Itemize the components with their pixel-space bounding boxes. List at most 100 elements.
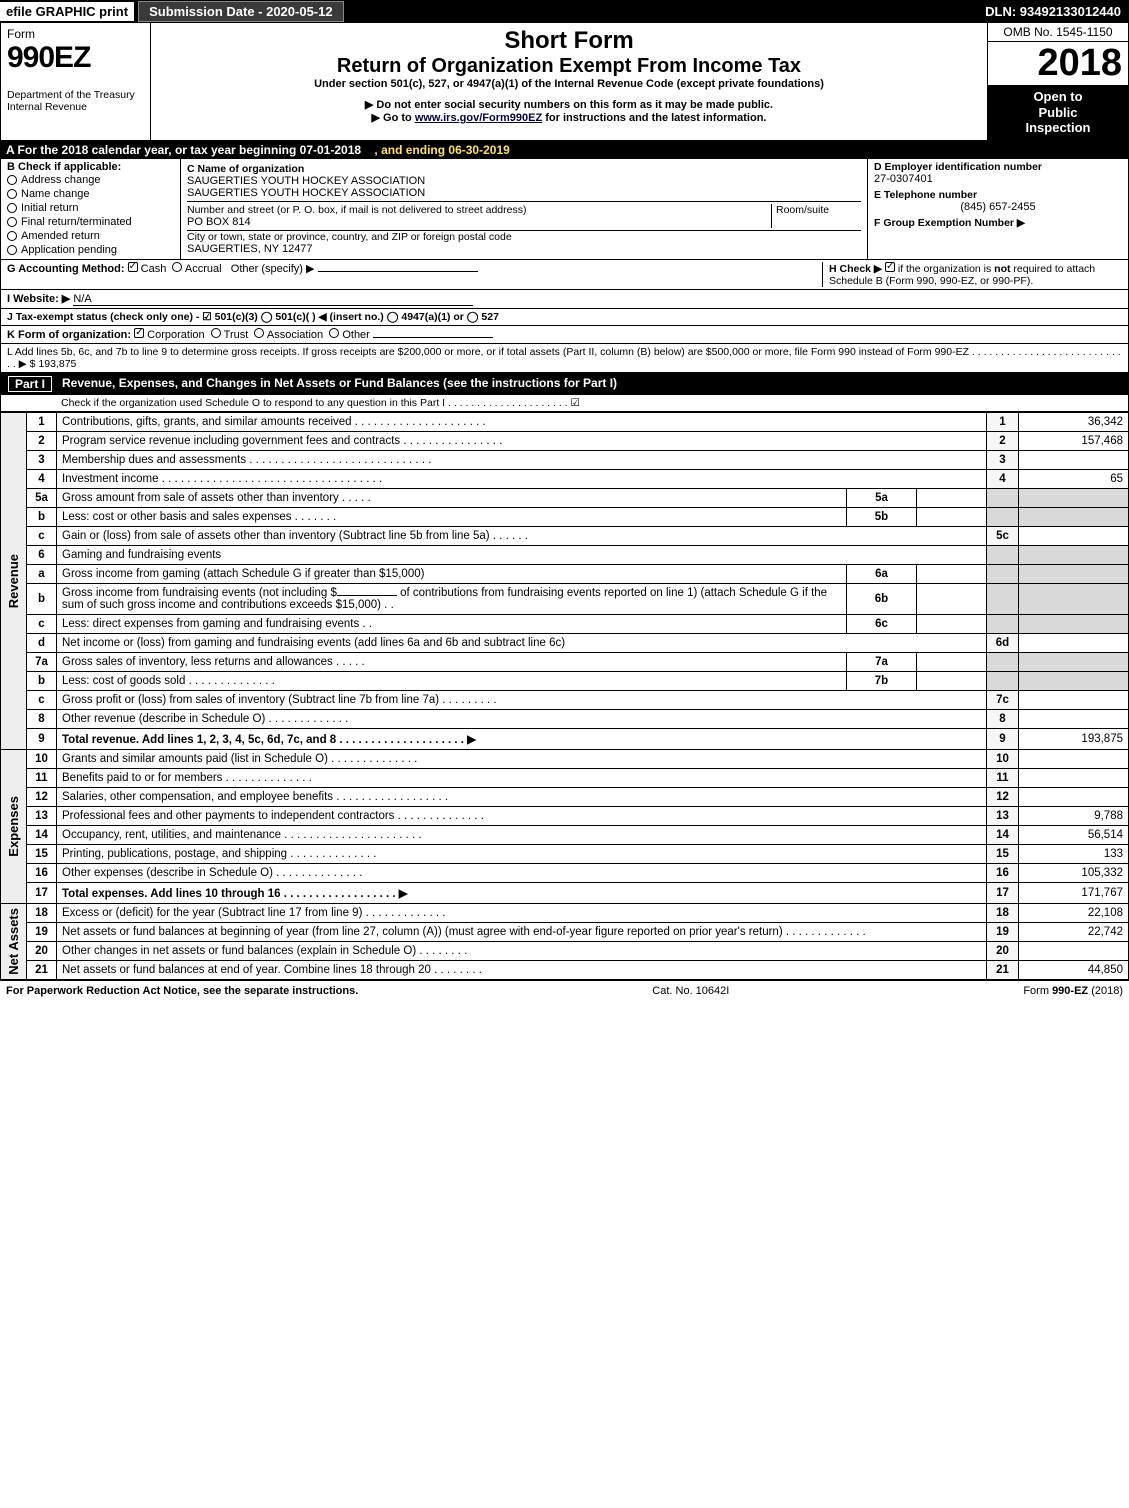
cb-cash[interactable]	[128, 262, 138, 272]
cb-amended-return[interactable]: Amended return	[7, 229, 174, 243]
table-row: cGross profit or (loss) from sales of in…	[1, 690, 1129, 709]
sidecat-revenue: Revenue	[1, 412, 27, 749]
table-row: 12Salaries, other compensation, and empl…	[1, 787, 1129, 806]
website-value: N/A	[73, 293, 473, 306]
line-text: Contributions, gifts, grants, and simila…	[57, 412, 987, 431]
ssn-warning: ▶ Do not enter social security numbers o…	[157, 98, 981, 111]
cb-other-org[interactable]	[329, 328, 339, 338]
table-row: aGross income from gaming (attach Schedu…	[1, 564, 1129, 583]
irs-link[interactable]: www.irs.gov/Form990EZ	[415, 112, 542, 124]
org-name-2: SAUGERTIES YOUTH HOCKEY ASSOCIATION	[187, 187, 861, 199]
table-row: 4Investment income . . . . . . . . . . .…	[1, 469, 1129, 488]
period-begin: A For the 2018 calendar year, or tax yea…	[6, 143, 361, 157]
other-specify: Other (specify) ▶	[231, 263, 315, 275]
cb-label: Application pending	[21, 244, 117, 256]
table-row: 2Program service revenue including gover…	[1, 431, 1129, 450]
cb-initial-return[interactable]: Initial return	[7, 201, 174, 215]
city-value: SAUGERTIES, NY 12477	[187, 243, 861, 255]
table-row: 8Other revenue (describe in Schedule O) …	[1, 709, 1129, 728]
table-row: bLess: cost of goods sold . . . . . . . …	[1, 671, 1129, 690]
group-exemption-label: F Group Exemption Number ▶	[874, 217, 1122, 229]
open-1: Open to	[992, 89, 1124, 105]
entity-info: B Check if applicable: Address change Na…	[0, 159, 1129, 260]
sidecat-expenses: Expenses	[1, 749, 27, 903]
table-row: 3Membership dues and assessments . . . .…	[1, 450, 1129, 469]
table-row: 20Other changes in net assets or fund ba…	[1, 941, 1129, 960]
part-1-table: Revenue 1 Contributions, gifts, grants, …	[0, 412, 1129, 980]
section-d-e-f: D Employer identification number 27-0307…	[868, 159, 1128, 259]
goto-post: for instructions and the latest informat…	[545, 112, 766, 124]
cb-accrual[interactable]	[172, 262, 182, 272]
city-label: City or town, state or province, country…	[187, 231, 861, 243]
under-section: Under section 501(c), 527, or 4947(a)(1)…	[157, 78, 981, 90]
section-c: C Name of organization SAUGERTIES YOUTH …	[181, 159, 868, 259]
table-row: 11Benefits paid to or for members . . . …	[1, 768, 1129, 787]
cb-address-change[interactable]: Address change	[7, 173, 174, 187]
cb-final-return[interactable]: Final return/terminated	[7, 215, 174, 229]
table-row: Expenses 10Grants and similar amounts pa…	[1, 749, 1129, 768]
short-form-title: Short Form	[157, 27, 981, 55]
cb-corporation[interactable]	[134, 328, 144, 338]
table-row: 15Printing, publications, postage, and s…	[1, 844, 1129, 863]
sidecat-net-assets: Net Assets	[1, 903, 27, 979]
part-1-check-line: Check if the organization used Schedule …	[0, 395, 1129, 412]
goto-line: ▶ Go to www.irs.gov/Form990EZ for instru…	[157, 111, 981, 124]
form-header: Form 990EZ Department of the Treasury In…	[0, 22, 1129, 141]
table-row: 17Total expenses. Add lines 10 through 1…	[1, 882, 1129, 903]
table-row: bLess: cost or other basis and sales exp…	[1, 507, 1129, 526]
row-form-of-org: K Form of organization: Corporation Trus…	[0, 326, 1129, 344]
cash-label: Cash	[141, 263, 167, 275]
row-tax-exempt-status: J Tax-exempt status (check only one) - ☑…	[0, 309, 1129, 326]
table-row: 16Other expenses (describe in Schedule O…	[1, 863, 1129, 882]
ein-value: 27-0307401	[874, 173, 1122, 185]
part-title: Revenue, Expenses, and Changes in Net As…	[62, 376, 617, 392]
ein-label: D Employer identification number	[874, 161, 1122, 173]
table-row: 7aGross sales of inventory, less returns…	[1, 652, 1129, 671]
cb-label: Final return/terminated	[21, 216, 132, 228]
cb-label: Address change	[21, 174, 101, 186]
irs-label: Internal Revenue	[7, 101, 144, 113]
table-row: 5aGross amount from sale of assets other…	[1, 488, 1129, 507]
other-org-label: Other	[342, 329, 370, 341]
period-end: , and ending 06-30-2019	[374, 143, 509, 157]
org-name-label: C Name of organization	[187, 163, 861, 175]
form-word: Form	[7, 27, 144, 41]
accrual-label: Accrual	[185, 263, 222, 275]
dept-label: Department of the Treasury	[7, 89, 144, 101]
street-label: Number and street (or P. O. box, if mail…	[187, 204, 771, 216]
cb-application-pending[interactable]: Application pending	[7, 243, 174, 257]
footer-form: Form 990-EZ (2018)	[1023, 985, 1123, 997]
top-bar: efile GRAPHIC print Submission Date - 20…	[0, 0, 1129, 22]
check-line-text: Check if the organization used Schedule …	[61, 397, 580, 409]
cb-name-change[interactable]: Name change	[7, 187, 174, 201]
cb-trust[interactable]	[211, 328, 221, 338]
table-row: Net Assets 18Excess or (deficit) for the…	[1, 903, 1129, 922]
footer-cat-no: Cat. No. 10642I	[652, 985, 729, 997]
open-inspection-box: Open to Public Inspection	[988, 85, 1128, 140]
row-g-h: G Accounting Method: Cash Accrual Other …	[0, 260, 1129, 290]
table-row: 6Gaming and fundraising events	[1, 545, 1129, 564]
table-row: dNet income or (loss) from gaming and fu…	[1, 633, 1129, 652]
omb-number: OMB No. 1545-1150	[988, 23, 1128, 42]
part-1-header: Part I Revenue, Expenses, and Changes in…	[0, 373, 1129, 395]
footer-left: For Paperwork Reduction Act Notice, see …	[6, 985, 358, 997]
submission-date-label: Submission Date - 2020-05-12	[138, 1, 344, 22]
return-title: Return of Organization Exempt From Incom…	[157, 55, 981, 78]
form-number: 990EZ	[7, 41, 144, 75]
telephone-label: E Telephone number	[874, 189, 1122, 201]
efile-print-label[interactable]: efile GRAPHIC print	[0, 2, 134, 21]
form-id-cell: Form 990EZ Department of the Treasury In…	[1, 23, 151, 140]
cb-sched-b-not-required[interactable]	[885, 262, 895, 272]
tax-exempt-status: J Tax-exempt status (check only one) - ☑…	[7, 311, 499, 323]
line-ref: 1	[987, 412, 1019, 431]
cb-label: Amended return	[21, 230, 100, 242]
room-label: Room/suite	[771, 204, 861, 228]
cb-label: Initial return	[21, 202, 78, 214]
tax-period-row: A For the 2018 calendar year, or tax yea…	[0, 141, 1129, 159]
street-value: PO BOX 814	[187, 216, 771, 228]
cb-association[interactable]	[254, 328, 264, 338]
row-gross-receipts: L Add lines 5b, 6c, and 7b to line 9 to …	[0, 344, 1129, 373]
form-of-org-label: K Form of organization:	[7, 329, 131, 341]
table-row: 13Professional fees and other payments t…	[1, 806, 1129, 825]
section-b: B Check if applicable: Address change Na…	[1, 159, 181, 259]
